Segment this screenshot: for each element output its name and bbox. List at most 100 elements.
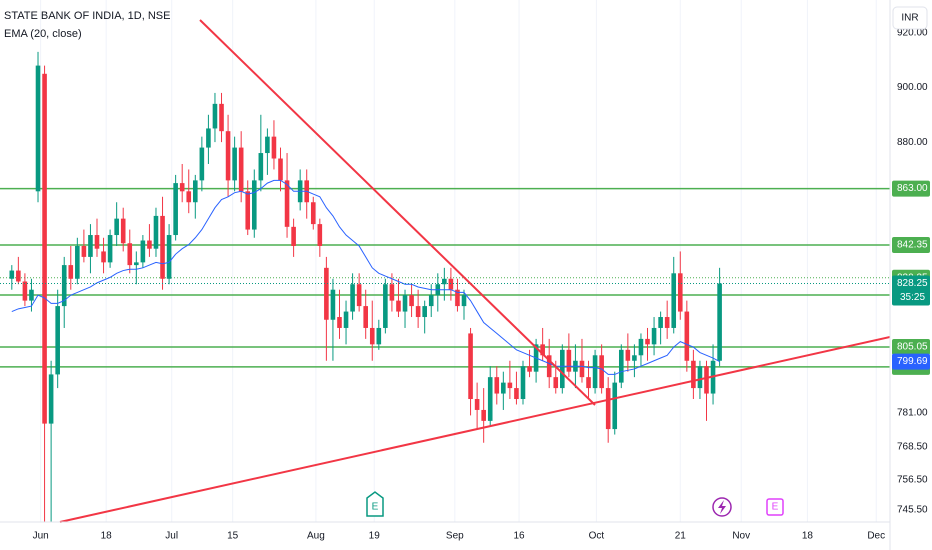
candle-body [474,399,480,410]
y-tick-label: 900.00 [897,82,928,93]
candle-body [337,317,342,328]
y-tick-label: 745.50 [897,504,928,515]
price-label: 863.00 [897,183,928,194]
currency[interactable]: INR [901,13,918,24]
candle-body [199,147,205,181]
candle-body [271,136,277,159]
candle-body [461,295,467,307]
x-tick-label: 21 [675,531,687,542]
trend-line [199,19,596,406]
candle-body [586,377,591,389]
candle-body [560,349,565,389]
candle-body [546,355,552,378]
currency-box[interactable] [892,6,928,30]
candle-body [697,366,703,389]
x-tick-label: Jul [165,531,178,542]
candle-body [206,128,211,148]
event-marker[interactable]: E [766,498,784,516]
candle-body [68,265,74,279]
candle-body [310,202,316,225]
candle-body [55,306,60,375]
price-label: 842.35 [897,240,928,251]
candle-body [717,283,722,361]
candle-body [245,191,251,230]
candle-body [101,251,106,263]
x-tick-label: Sep [446,531,464,542]
candle-body [363,306,368,328]
x-tick-label: Jun [33,531,49,542]
candle-body [448,278,454,290]
event-marker[interactable]: E [366,491,384,517]
candle-body [9,270,15,279]
candle-body [664,317,670,328]
candle-body [278,158,283,181]
candle-body [212,103,218,129]
price-label: 805.05 [897,342,928,353]
candle-body [120,218,126,244]
candle-body [409,295,414,307]
current-price-box [892,275,930,306]
candle-body [35,65,41,192]
candle-body [61,265,67,307]
candle-body [691,360,696,389]
event-marker[interactable] [712,497,732,517]
candle-body [238,147,244,192]
candle-body [48,374,54,424]
x-tick-label: Nov [732,531,750,542]
candle-body [232,147,237,181]
event-label[interactable]: E [772,502,779,513]
candle-body [225,131,231,181]
ema-line [11,179,720,375]
candle-body [369,327,375,345]
candle-body [520,366,526,400]
indicator-label: EMA (20, close) [4,28,82,40]
ema-label-box [892,353,930,370]
axis: 920.00 900.00 880.00 781.00 768.50 756.50 745.… [33,27,930,542]
candle-body [186,191,192,203]
candle-body [324,267,329,320]
trend-line [59,336,891,523]
candle-body [258,153,264,181]
candle-body [442,278,447,285]
candle-body [540,344,545,356]
ema-label: 799.69 [897,356,928,367]
candle-body [704,366,709,394]
candle-body [317,224,323,246]
candle-body [677,273,683,312]
countdown: 35:25 [900,292,925,303]
candle-body [422,306,427,318]
x-tick-label: 18 [101,531,113,542]
current-price-label: 828.25 [897,278,928,289]
y-tick-label: 880.00 [897,137,928,148]
candle-body [671,273,677,328]
candle-body [265,136,270,154]
candle-body [487,377,493,421]
x-tick-label: 18 [802,531,814,542]
candle-body [612,382,618,430]
candle-body [29,289,34,301]
x-tick-label: 16 [513,531,525,542]
event-label[interactable]: E [372,502,379,513]
candle-body [632,355,637,361]
candle-body [251,180,257,230]
candle-body [481,409,486,421]
x-tick-label: Oct [589,531,605,542]
price-label-box [892,237,930,254]
candle-body [22,281,28,301]
candle-body [94,235,100,249]
candle-body [350,284,355,312]
candle-body [625,349,631,361]
y-tick-label: 756.50 [897,474,928,485]
candle-body [651,327,657,345]
candle-body [494,377,500,394]
candle-body [114,218,119,236]
candle-body [507,382,513,389]
candle-body [291,226,296,246]
y-tick-label: 768.50 [897,441,928,452]
candle-body [579,360,585,378]
candle-body [127,243,133,266]
candle-body [468,333,473,400]
candle-body [527,366,532,372]
candle-body [284,180,290,227]
